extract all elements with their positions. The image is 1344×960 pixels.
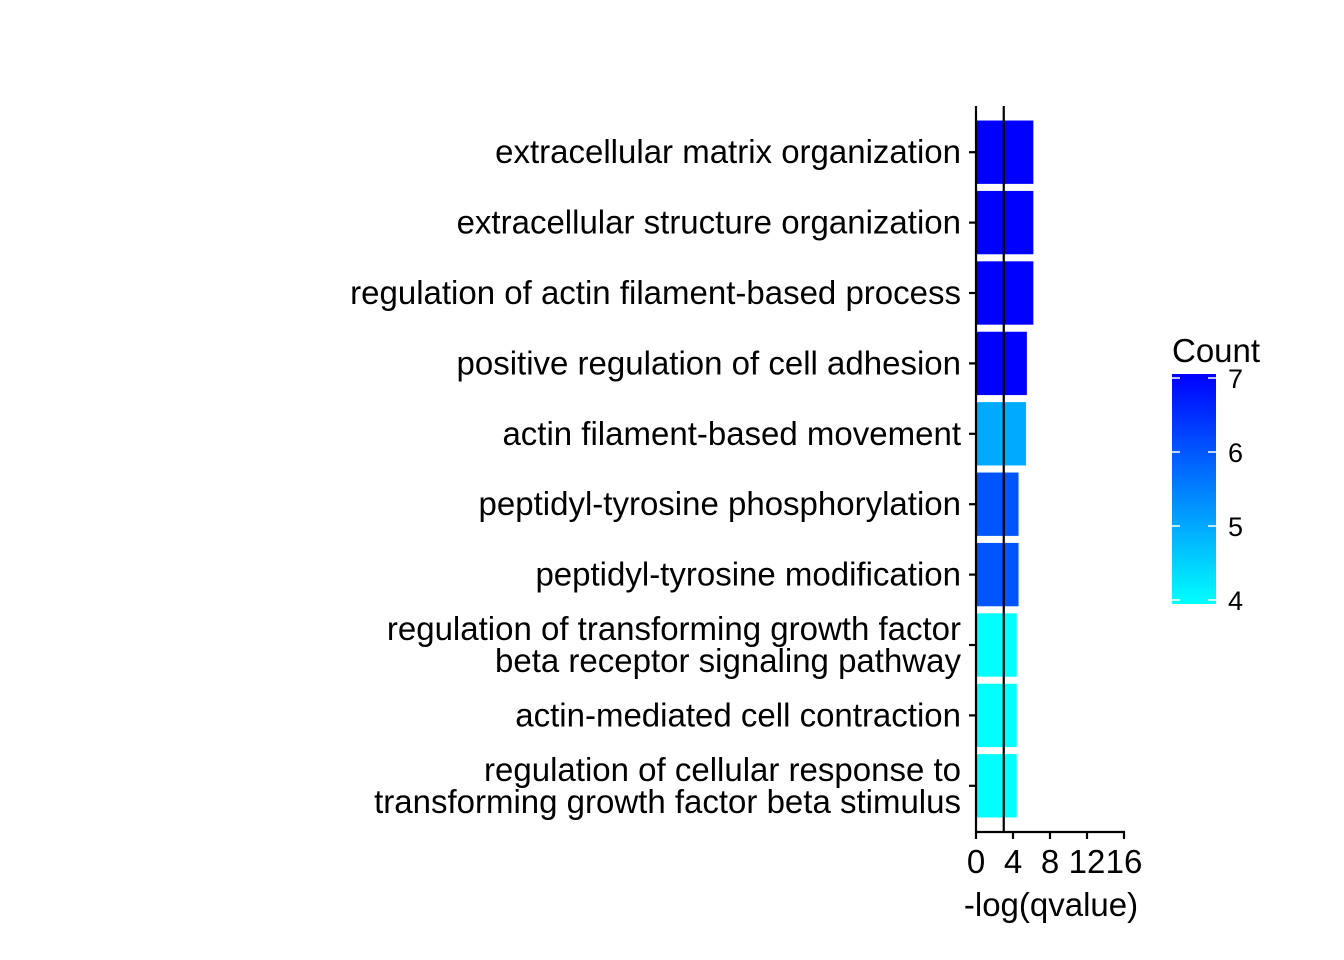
category-label: extracellular structure organization	[457, 204, 961, 241]
axes: 0 4 8 12 16 -log(qvalue)	[964, 106, 1142, 923]
category-label: peptidyl-tyrosine phosphorylation	[479, 485, 961, 522]
bar	[976, 472, 1019, 536]
x-tick-label: 8	[1041, 843, 1059, 880]
category-label: beta receptor signaling pathway	[495, 642, 961, 679]
legend-colorbar	[1172, 374, 1216, 604]
category-label: actin-mediated cell contraction	[515, 696, 961, 733]
category-label: regulation of cellular response to	[484, 751, 961, 788]
bar	[976, 683, 1017, 748]
legend-tick-label: 7	[1228, 364, 1243, 394]
legend-tick-label: 5	[1228, 512, 1243, 542]
bar	[976, 754, 1017, 818]
category-label: extracellular matrix organization	[495, 133, 961, 170]
x-axis-label: -log(qvalue)	[964, 886, 1138, 923]
category-label: peptidyl-tyrosine modification	[535, 556, 961, 593]
category-label: regulation of actin filament-based proce…	[350, 274, 961, 311]
x-tick-label: 12	[1069, 843, 1106, 880]
category-labels: extracellular matrix organization extrace…	[350, 133, 976, 820]
bar	[976, 331, 1027, 396]
x-tick-label: 16	[1106, 843, 1143, 880]
legend: Count 4 5 6 7	[1172, 332, 1260, 616]
category-label: regulation of transforming growth factor	[387, 610, 961, 647]
x-tick-label: 0	[967, 843, 985, 880]
bars-layer	[976, 120, 1034, 818]
legend-tick-label: 4	[1228, 586, 1243, 616]
bar	[976, 402, 1026, 466]
legend-tick-label: 6	[1228, 438, 1243, 468]
bar	[976, 613, 1017, 677]
category-label: actin filament-based movement	[502, 415, 961, 452]
category-label: positive regulation of cell adhesion	[457, 344, 962, 381]
bar	[976, 542, 1019, 607]
legend-title: Count	[1172, 332, 1260, 369]
x-tick-label: 4	[1004, 843, 1022, 880]
category-label: transforming growth factor beta stimulus	[374, 783, 961, 820]
